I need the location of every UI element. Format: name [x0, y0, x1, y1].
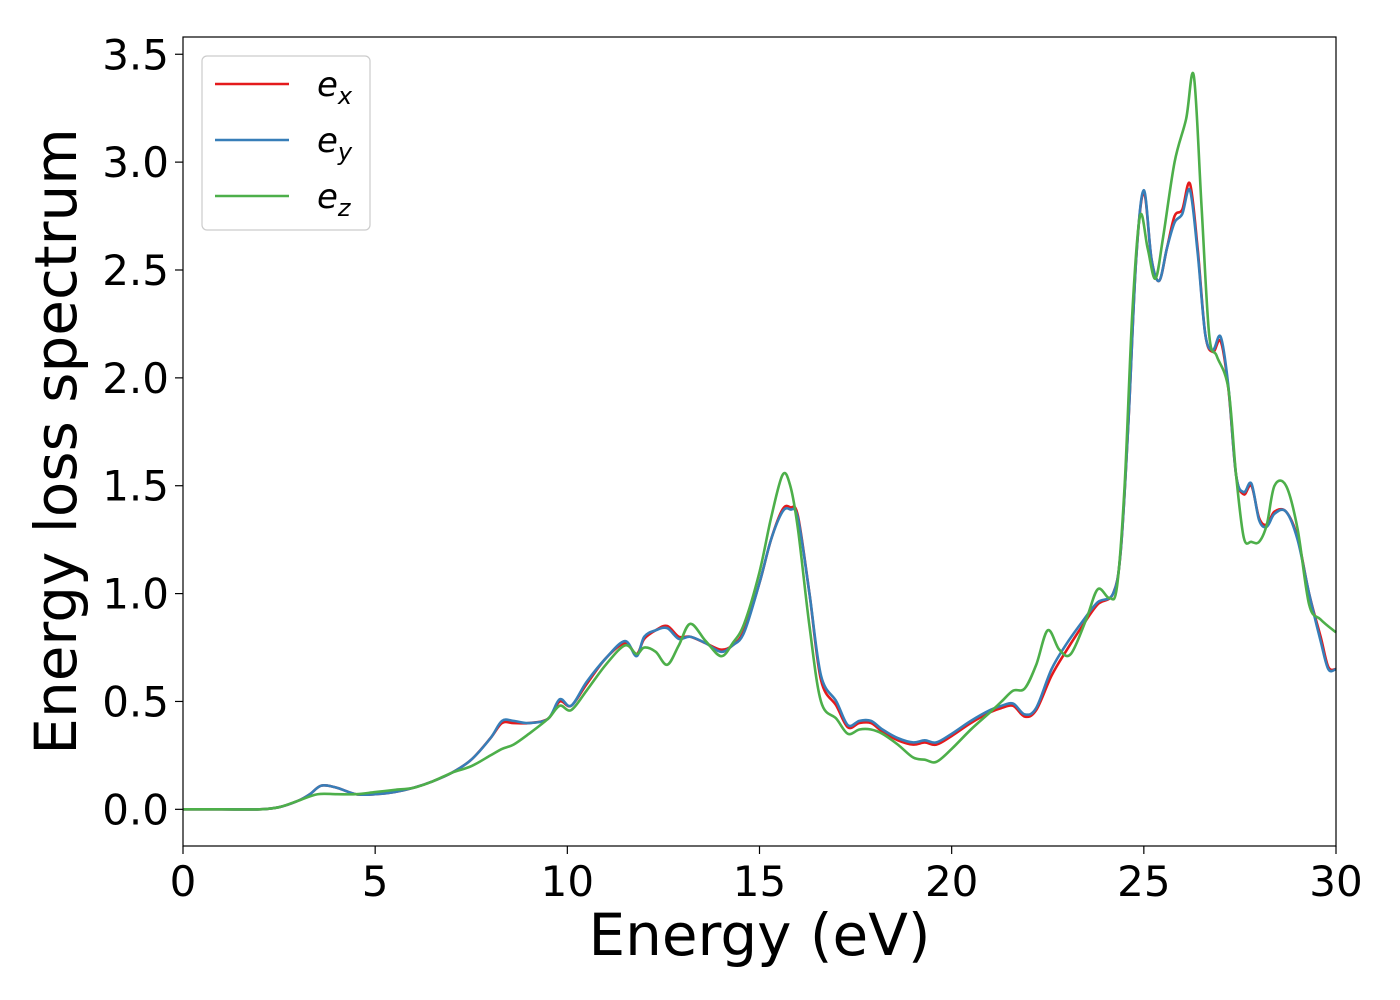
x-tick-label: 30 — [1309, 857, 1362, 906]
y-tick-label: 1.5 — [102, 462, 169, 511]
series-line-x — [183, 181, 1337, 811]
series-line-z — [183, 71, 1337, 811]
y-axis-title: Energy loss spectrum — [22, 128, 90, 754]
y-tick-label: 0.0 — [102, 785, 169, 834]
x-axis-title: Energy (eV) — [588, 901, 930, 969]
x-tick-label: 20 — [925, 857, 978, 906]
y-tick-label: 0.5 — [102, 677, 169, 726]
y-tick-label: 2.5 — [102, 246, 169, 295]
legend: ex ey ez — [201, 55, 371, 231]
y-tick-label: 2.0 — [102, 354, 169, 403]
legend-box — [201, 55, 371, 231]
x-tick-label: 25 — [1117, 857, 1170, 906]
y-tick-label: 3.5 — [102, 30, 169, 79]
legend-label-z: ez — [317, 177, 352, 222]
legend-label-x: ex — [317, 65, 353, 110]
plot-series-layer — [183, 71, 1337, 811]
x-tick-label: 0 — [170, 857, 197, 906]
x-tick-label: 10 — [541, 857, 594, 906]
x-tick-label: 15 — [733, 857, 786, 906]
legend-label-y: ey — [317, 121, 353, 166]
y-tick-label: 3.0 — [102, 138, 169, 187]
x-tick-label: 5 — [362, 857, 389, 906]
x-axis: 0 5 10 15 20 25 30 — [170, 846, 1363, 906]
y-axis: 0.0 0.5 1.0 1.5 2.0 2.5 3.0 3.5 — [102, 30, 183, 834]
series-line-y — [183, 187, 1337, 811]
y-tick-label: 1.0 — [102, 570, 169, 619]
